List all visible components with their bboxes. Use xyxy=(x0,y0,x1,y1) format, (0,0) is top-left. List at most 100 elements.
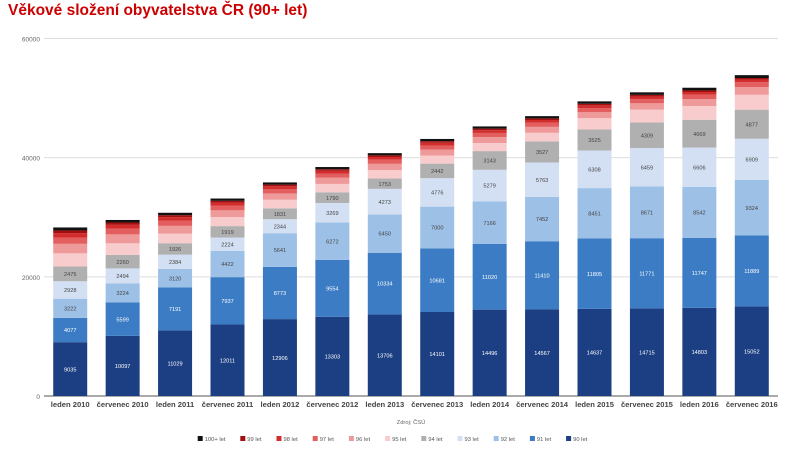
y-tick-label: 40000 xyxy=(22,156,40,163)
bar-segment xyxy=(577,118,612,130)
data-label: 4309 xyxy=(641,133,653,139)
bar-segment xyxy=(262,266,297,320)
bar-segment xyxy=(472,143,507,152)
bar-segment xyxy=(472,132,507,138)
bar-segment xyxy=(682,92,717,95)
bar-segment xyxy=(53,317,88,343)
bar-segment xyxy=(367,156,402,160)
bar-segment xyxy=(734,179,769,236)
data-label: 11410 xyxy=(535,273,550,279)
data-label: 4776 xyxy=(431,191,443,197)
data-label: 7191 xyxy=(169,307,181,313)
data-label: 8671 xyxy=(641,211,653,217)
bar-segment xyxy=(105,234,140,244)
bar-segment xyxy=(629,186,664,239)
bar-segment xyxy=(472,151,507,170)
bar-segment xyxy=(577,308,612,396)
bar-segment xyxy=(53,253,88,267)
bar-segment xyxy=(53,237,88,244)
data-label: 5279 xyxy=(483,184,495,190)
legend-swatch xyxy=(312,436,318,441)
bar-segment xyxy=(262,182,297,185)
bar-segment xyxy=(262,193,297,200)
bar-segment xyxy=(734,82,769,88)
bar-segment xyxy=(472,169,507,202)
x-tick-label: červenec 2013 xyxy=(411,400,463,409)
bar-segment xyxy=(262,186,297,189)
bar-segment xyxy=(210,237,245,251)
bar-segment xyxy=(53,227,88,231)
bar-segment xyxy=(158,215,193,218)
bar-segment xyxy=(629,109,664,123)
bar-segment xyxy=(525,122,560,127)
bar-segment xyxy=(525,132,560,142)
bar-segment xyxy=(158,268,193,288)
bar-segment xyxy=(53,230,88,234)
data-label: 13706 xyxy=(377,353,393,359)
bar-segment xyxy=(420,149,455,156)
data-label: 3527 xyxy=(536,150,548,156)
bar-segment xyxy=(734,75,769,78)
data-label: 2928 xyxy=(64,288,76,294)
bar-segment xyxy=(315,183,350,193)
bar-segment xyxy=(577,238,612,309)
bar-segment xyxy=(577,150,612,189)
data-label: 7452 xyxy=(536,217,548,223)
bar-segment xyxy=(367,163,402,171)
bar-segment xyxy=(420,142,455,146)
bar-segment xyxy=(577,129,612,151)
data-label: 2442 xyxy=(431,169,443,175)
bar-segment xyxy=(525,196,560,242)
bar-segment xyxy=(420,141,455,143)
data-label: 6606 xyxy=(693,165,705,171)
data-label: 15052 xyxy=(744,349,760,355)
data-label: 11771 xyxy=(639,271,654,277)
bar-segment xyxy=(53,281,88,299)
bar-segment xyxy=(682,307,717,396)
data-label: 11020 xyxy=(482,275,497,281)
data-label: 1790 xyxy=(326,196,338,202)
bar-segment xyxy=(682,147,717,187)
bar-segment xyxy=(577,101,612,104)
data-label: 4273 xyxy=(379,200,391,206)
legend-label: 97 let xyxy=(320,437,335,443)
bar-segment xyxy=(158,220,193,226)
data-label: 14101 xyxy=(429,352,445,358)
data-label: 2344 xyxy=(274,224,286,230)
data-label: 6459 xyxy=(641,165,653,171)
bar-segment xyxy=(629,238,664,309)
bar-segment xyxy=(629,99,664,104)
bar-segment xyxy=(472,243,507,310)
bar-segment xyxy=(210,217,245,227)
bar-segment xyxy=(525,126,560,133)
bar-segment xyxy=(734,306,769,396)
bar-segment xyxy=(525,141,560,163)
bar-segment xyxy=(472,201,507,244)
data-label: 5599 xyxy=(116,317,128,323)
bar-segment xyxy=(420,248,455,312)
bar-segment xyxy=(315,259,350,317)
data-label: 5641 xyxy=(274,248,286,254)
bar-segment xyxy=(577,108,612,113)
bar-segment xyxy=(629,92,664,95)
source-label: Zdroj: ČSÚ xyxy=(397,419,426,426)
x-tick-label: červenec 2016 xyxy=(726,400,778,409)
legend-label: 91 let xyxy=(537,437,552,443)
data-label: 4422 xyxy=(221,262,233,268)
data-label: 9554 xyxy=(326,286,338,292)
legend-label: 99 let xyxy=(247,437,262,443)
data-label: 11747 xyxy=(692,271,707,277)
x-tick-label: červenec 2014 xyxy=(516,400,569,409)
bar-segment xyxy=(262,199,297,209)
data-label: 3143 xyxy=(483,159,495,165)
bar-segment xyxy=(682,119,717,148)
legend-label: 90 let xyxy=(573,437,588,443)
legend-label: 96 let xyxy=(356,437,371,443)
bar-segment xyxy=(315,192,350,203)
bar-segment xyxy=(158,217,193,221)
data-label: 10334 xyxy=(377,282,393,288)
bar-segment xyxy=(420,155,455,164)
bar-segment xyxy=(158,233,193,244)
data-label: 6909 xyxy=(746,158,758,164)
